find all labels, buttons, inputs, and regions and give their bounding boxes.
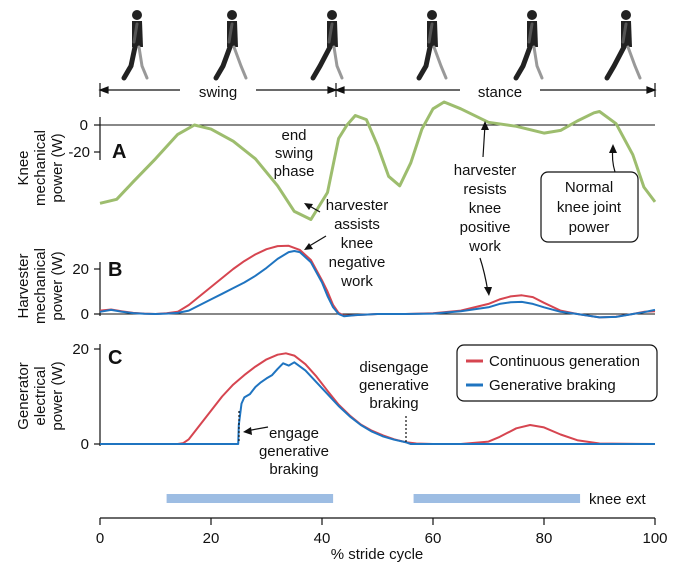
arrow-head-icon bbox=[646, 86, 657, 94]
annotation-line: power bbox=[569, 219, 610, 236]
annotation-line: positive bbox=[460, 219, 511, 236]
annotation-line: generative bbox=[259, 443, 329, 460]
annotation-line: end bbox=[281, 127, 306, 144]
annotation-assists: harvester assists knee negative work bbox=[326, 197, 389, 290]
knee-ext-bar bbox=[166, 494, 334, 503]
walking-figure-icon bbox=[513, 10, 544, 81]
panel-b-ytick-label: 0 bbox=[81, 306, 89, 323]
panel-b-ytick-label: 20 bbox=[72, 261, 89, 278]
annotation-normal-knee: Normal knee joint power bbox=[540, 171, 639, 243]
panel-c-ylabel-line: electrical bbox=[32, 366, 49, 425]
annotation-line: harvester bbox=[454, 162, 517, 179]
stance-label: stance bbox=[478, 84, 522, 101]
arrow-head-icon bbox=[243, 427, 252, 435]
series-line-b-1 bbox=[99, 250, 656, 319]
annotation-end-swing: end swing phase bbox=[274, 127, 315, 180]
legend-label: Generative braking bbox=[489, 377, 616, 394]
panel-a-label: A bbox=[112, 141, 126, 163]
walking-figure-icon bbox=[213, 10, 248, 81]
panel-c-plot bbox=[100, 352, 656, 445]
annotation-line: work bbox=[468, 238, 501, 255]
annotation-line: harvester bbox=[326, 197, 389, 214]
walking-figure-icon bbox=[310, 10, 344, 81]
annotation-disengage: disengage generative braking bbox=[359, 359, 429, 412]
annotation-resists: harvester resists knee positive work bbox=[454, 162, 517, 255]
annotation-line: knee bbox=[469, 200, 502, 217]
annotation-line: work bbox=[340, 273, 373, 290]
stance-label-bg bbox=[460, 81, 540, 101]
arrow-head-icon bbox=[609, 144, 617, 153]
knee-ext-bar bbox=[413, 494, 581, 503]
arrow-head-icon bbox=[98, 86, 109, 94]
panel-a-ylabel: Knee mechanical power (W) bbox=[15, 130, 66, 206]
panel-a-ylabel-line: mechanical bbox=[32, 130, 49, 206]
series-line-b-0 bbox=[99, 244, 656, 319]
knee-ext-label: knee ext bbox=[589, 491, 647, 508]
panel-b-ylabel-line: power (W) bbox=[49, 251, 66, 320]
x-tick-label: 0 bbox=[96, 530, 104, 547]
panel-b-label: B bbox=[108, 259, 122, 281]
swing-label-bg bbox=[180, 81, 256, 101]
knee-ext-bars bbox=[166, 494, 581, 503]
x-tick-label: 80 bbox=[536, 530, 553, 547]
swing-label: swing bbox=[199, 84, 237, 101]
walking-figure-icon bbox=[604, 10, 642, 81]
x-tick-label: 100 bbox=[642, 530, 667, 547]
annotation-line: negative bbox=[329, 254, 386, 271]
arrow-head-icon bbox=[481, 121, 489, 130]
annotation-line: phase bbox=[274, 163, 315, 180]
annotation-line: disengage bbox=[359, 359, 428, 376]
panel-c-ytick-label: 0 bbox=[81, 436, 89, 453]
legend: Continuous generation Generative braking bbox=[456, 344, 658, 402]
panel-c-ylabel-line: Generator bbox=[15, 362, 32, 430]
walking-figure-icon bbox=[121, 10, 149, 81]
annotation-line: engage bbox=[269, 425, 319, 442]
legend-box bbox=[456, 344, 658, 402]
arrow-head-icon bbox=[334, 86, 345, 94]
x-axis: 0 20 40 60 80 100 bbox=[96, 517, 668, 547]
annotation-line: braking bbox=[269, 461, 318, 478]
annotation-line: knee joint bbox=[557, 199, 622, 216]
panel-a-ytick-label: -20 bbox=[68, 144, 90, 161]
panel-c-label: C bbox=[108, 347, 122, 369]
arrow-head-icon bbox=[304, 203, 313, 210]
panel-a-plot bbox=[99, 100, 657, 221]
arrow-resists-to-b bbox=[479, 257, 489, 293]
annotation-line: assists bbox=[334, 216, 380, 233]
series-line-c-0 bbox=[100, 352, 656, 445]
arrow-head-icon bbox=[304, 243, 313, 250]
panel-b-ylabel-line: Harvester bbox=[15, 253, 32, 318]
arrow-head-icon bbox=[327, 86, 338, 94]
x-axis-label: % stride cycle bbox=[331, 546, 424, 563]
annotation-engage: engage generative braking bbox=[259, 425, 329, 478]
annotation-line: generative bbox=[359, 377, 429, 394]
arrow-resists-to-a bbox=[482, 124, 486, 158]
arrow-head-icon bbox=[484, 287, 492, 296]
x-tick-label: 40 bbox=[314, 530, 331, 547]
x-tick-label: 60 bbox=[425, 530, 442, 547]
panel-c-ytick-label: 20 bbox=[72, 341, 89, 358]
arrow-heads bbox=[243, 121, 617, 435]
panel-a-ylabel-line: power (W) bbox=[49, 133, 66, 202]
annotation-line: knee bbox=[341, 235, 374, 252]
annotation-line: resists bbox=[463, 181, 506, 198]
series-line-c-1 bbox=[100, 361, 655, 445]
legend-label: Continuous generation bbox=[489, 353, 640, 370]
panel-b-ylabel-line: mechanical bbox=[32, 248, 49, 324]
x-tick-label: 20 bbox=[203, 530, 220, 547]
panel-c-ylabel: Generator electrical power (W) bbox=[15, 361, 66, 430]
walking-figure-icon bbox=[416, 10, 448, 81]
panel-b-ylabel: Harvester mechanical power (W) bbox=[15, 248, 66, 324]
panel-a-ytick-label: 0 bbox=[80, 117, 88, 134]
annotation-line: Normal bbox=[565, 179, 613, 196]
panel-a-ylabel-line: Knee bbox=[15, 150, 32, 185]
panel-b-plot bbox=[99, 244, 656, 319]
series-line-a-0 bbox=[99, 100, 657, 221]
annotation-box bbox=[540, 171, 639, 243]
walking-figures bbox=[121, 10, 642, 81]
annotation-line: swing bbox=[275, 145, 313, 162]
annotation-line: braking bbox=[369, 395, 418, 412]
panel-c-ylabel-line: power (W) bbox=[49, 361, 66, 430]
